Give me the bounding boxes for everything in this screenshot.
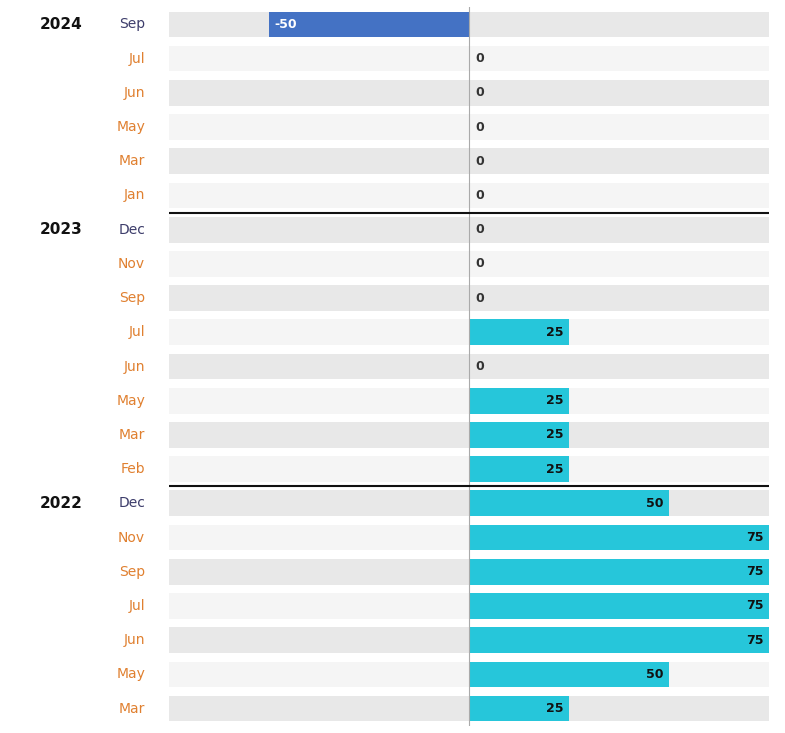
Text: 0: 0 xyxy=(475,292,484,305)
Text: Nov: Nov xyxy=(118,257,145,271)
Text: 25: 25 xyxy=(546,394,563,408)
Bar xyxy=(169,593,769,619)
Bar xyxy=(169,217,769,243)
Bar xyxy=(169,490,769,516)
Bar xyxy=(169,456,769,482)
Text: 2022: 2022 xyxy=(39,496,82,511)
Bar xyxy=(169,183,769,208)
Bar xyxy=(469,320,569,345)
Bar xyxy=(469,388,569,413)
Text: Jul: Jul xyxy=(129,599,145,613)
Text: Feb: Feb xyxy=(121,462,145,476)
Bar xyxy=(169,422,769,448)
Text: 0: 0 xyxy=(475,360,484,373)
Text: 75: 75 xyxy=(746,565,763,578)
Bar xyxy=(469,525,769,550)
Text: 25: 25 xyxy=(546,702,563,715)
Text: 2023: 2023 xyxy=(40,222,82,237)
Bar xyxy=(169,46,769,72)
Text: 50: 50 xyxy=(646,497,663,510)
Bar xyxy=(169,320,769,345)
Text: 50: 50 xyxy=(646,668,663,681)
Bar xyxy=(269,12,469,37)
Bar xyxy=(169,559,769,585)
Bar xyxy=(469,661,669,688)
Text: 75: 75 xyxy=(746,633,763,647)
Text: 75: 75 xyxy=(746,531,763,544)
Bar xyxy=(169,80,769,106)
Bar xyxy=(169,388,769,413)
Text: Jun: Jun xyxy=(124,359,145,374)
Bar xyxy=(169,114,769,140)
Bar xyxy=(169,661,769,688)
Bar xyxy=(469,627,769,653)
Bar xyxy=(469,593,769,619)
Text: 0: 0 xyxy=(475,223,484,236)
Text: May: May xyxy=(116,394,145,408)
Text: 0: 0 xyxy=(475,52,484,65)
Text: Mar: Mar xyxy=(119,154,145,169)
Text: Sep: Sep xyxy=(119,291,145,305)
Text: Jul: Jul xyxy=(129,51,145,66)
Bar xyxy=(469,456,569,482)
Bar xyxy=(169,354,769,380)
Text: May: May xyxy=(116,120,145,134)
Bar xyxy=(469,422,569,448)
Text: May: May xyxy=(116,667,145,682)
Text: 2024: 2024 xyxy=(40,17,82,32)
Bar xyxy=(169,285,769,311)
Bar xyxy=(169,251,769,277)
Text: Jul: Jul xyxy=(129,325,145,339)
Text: Mar: Mar xyxy=(119,701,145,715)
Text: Jun: Jun xyxy=(124,86,145,100)
Text: Sep: Sep xyxy=(119,18,145,32)
Text: Nov: Nov xyxy=(118,531,145,545)
Bar xyxy=(169,149,769,174)
Text: Dec: Dec xyxy=(119,223,145,237)
Bar xyxy=(169,696,769,721)
Text: 0: 0 xyxy=(475,120,484,133)
Bar xyxy=(469,559,769,585)
Bar xyxy=(469,490,669,516)
Text: Jun: Jun xyxy=(124,633,145,647)
Text: Jan: Jan xyxy=(124,188,145,202)
Text: 0: 0 xyxy=(475,189,484,202)
Bar xyxy=(169,627,769,653)
Bar xyxy=(169,525,769,550)
Text: 0: 0 xyxy=(475,155,484,168)
Text: 0: 0 xyxy=(475,257,484,270)
Text: -50: -50 xyxy=(275,18,298,31)
Text: Sep: Sep xyxy=(119,564,145,579)
Text: 25: 25 xyxy=(546,463,563,476)
Text: 25: 25 xyxy=(546,428,563,441)
Text: 75: 75 xyxy=(746,600,763,613)
Bar xyxy=(169,12,769,37)
Text: 0: 0 xyxy=(475,86,484,100)
Text: Mar: Mar xyxy=(119,428,145,442)
Text: Dec: Dec xyxy=(119,496,145,510)
Text: 25: 25 xyxy=(546,325,563,339)
Bar xyxy=(469,696,569,721)
